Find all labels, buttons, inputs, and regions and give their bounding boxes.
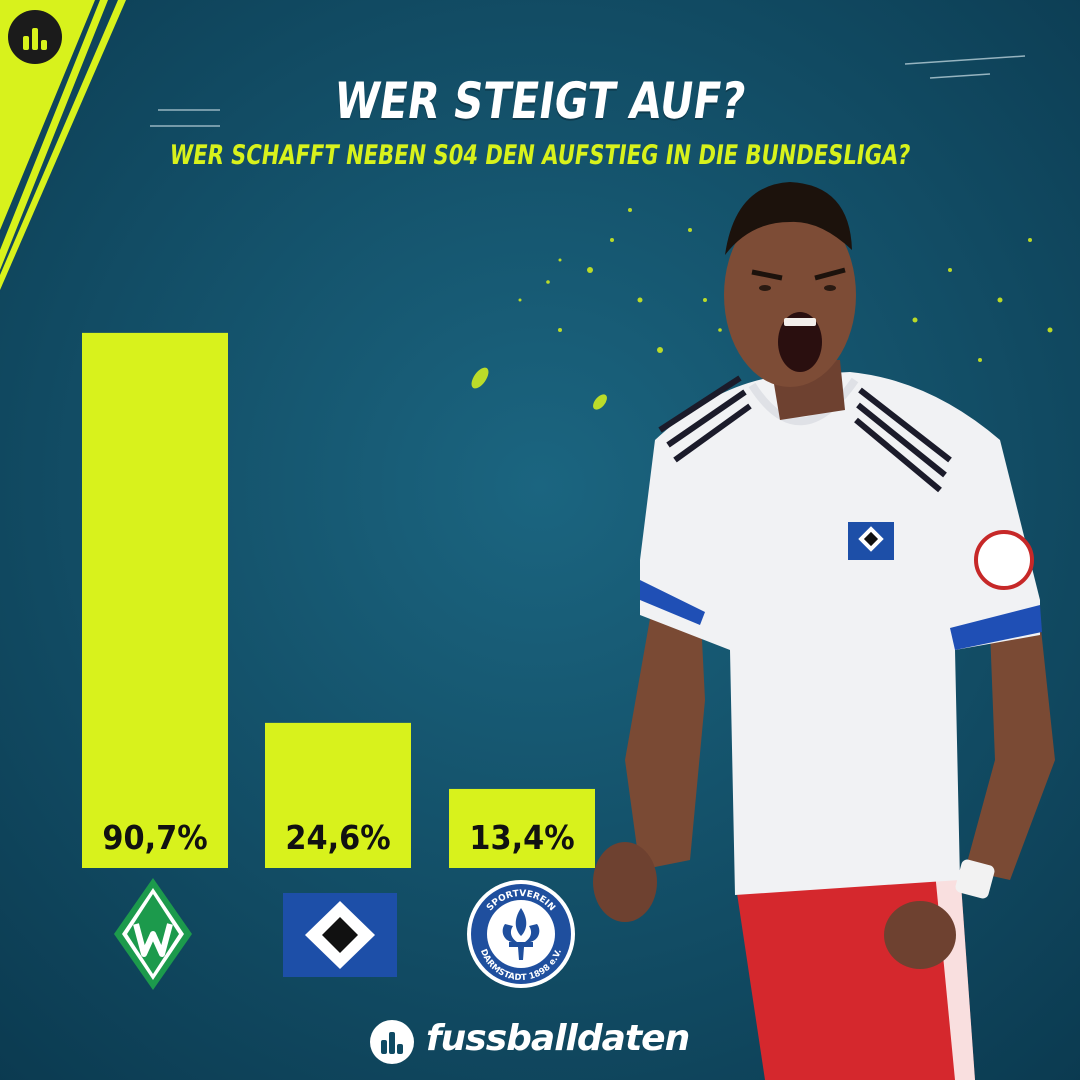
page-title: WER STEIGT AUF? — [330, 72, 750, 130]
page-subtitle: WER SCHAFFT NEBEN S04 DEN AUFSTIEG IN DI… — [167, 140, 913, 171]
player-photo — [593, 182, 1055, 1080]
hsv-crest-icon — [283, 893, 397, 977]
bar-darmstadt — [449, 788, 595, 868]
accent-stripe — [0, 0, 108, 270]
bar-werder — [82, 332, 228, 868]
brand-name: fussballdaten — [426, 1018, 690, 1059]
fussballdaten-logo-icon — [370, 1020, 414, 1064]
bar-value-label-darmstadt: 13,4% — [469, 818, 575, 857]
fussballdaten-logo-icon — [8, 10, 62, 64]
accent-stripe — [0, 0, 126, 290]
bar-value-label-hsv: 24,6% — [285, 818, 391, 857]
bar-hsv — [265, 722, 411, 868]
darmstadt-crest-icon: SPORTVEREIN DARMSTADT 1898 e.V. — [467, 880, 575, 988]
brand-footer: fussballdaten — [368, 1014, 690, 1070]
bar-value-label-werder: 90,7% — [102, 818, 208, 857]
bar-chart — [82, 332, 595, 868]
werder-bremen-crest-icon — [114, 878, 192, 990]
